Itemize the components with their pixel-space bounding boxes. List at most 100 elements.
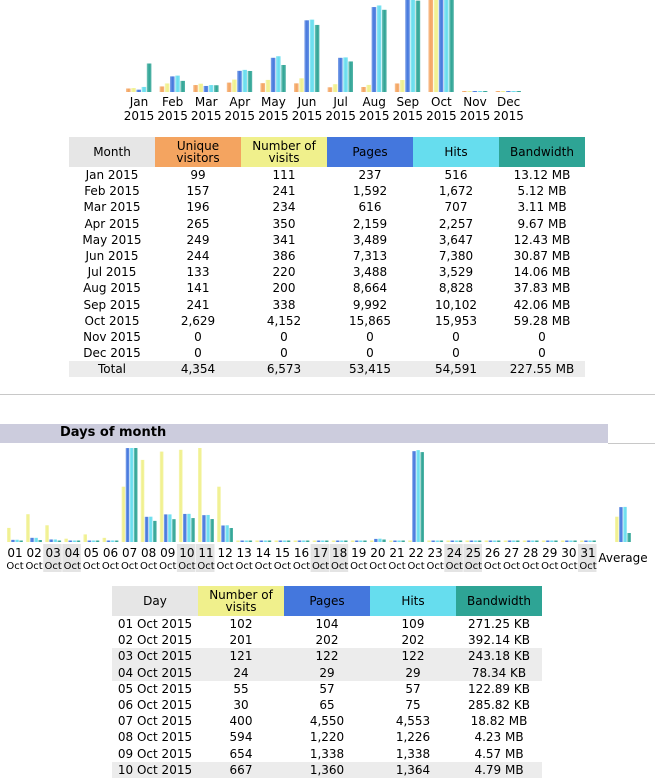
bar-number-of-visits-09 [159,451,164,542]
table-header-row: Day Number of visits Pages Hits Bandwidt… [112,586,542,616]
bar-pages-18 [335,540,340,542]
cell-visits: 0 [280,329,288,344]
cell-pages: 1,220 [309,730,345,745]
bar-hits-16 [301,540,306,542]
bar-hits-30 [569,540,573,542]
x-tick-day: 10 [179,546,194,560]
average-label: Average [598,551,647,565]
bar-bandwidth-22 [420,452,424,542]
x-tick-month: Oct [369,561,386,572]
bar-hits-13 [244,540,248,542]
x-tick-day: 18 [332,546,347,560]
x-tick-day: 21 [389,546,404,560]
x-tick-month: Oct [121,561,138,572]
cell-month: Jan 2015 [85,168,139,183]
cell-visitors: 157 [186,184,210,199]
col-header-pages: Pages [284,586,370,616]
weekend-label-bg [444,544,463,572]
cell-visits: 201 [229,633,253,648]
bar-hits-28 [530,540,535,542]
cell-pages: 4,550 [309,714,345,729]
bar-unique-visitors-mar-2015 [193,85,198,92]
cell-hits: 109 [401,617,425,632]
table-row: 06 Oct 2015 30 65 75 285.82 KB [112,697,542,713]
bar-hits-22 [416,450,420,542]
cell-pages: 9,992 [352,297,388,312]
col-header-bandwidth: Bandwidth [456,586,542,616]
bar-hits-26 [492,540,497,542]
cell-pages: 29 [284,664,370,681]
cell-hits: 202 [401,633,425,648]
cell-total-label: Total [69,361,155,378]
x-tick-month: Jun [297,95,317,109]
bar-bandwidth-nov-2015 [482,91,488,92]
table-row: 01 Oct 2015 102 104 109 271.25 KB [112,616,542,632]
bar-bandwidth-dec-2015 [516,91,521,92]
cell-visits: 200 [272,281,296,296]
x-tick-month: Oct [331,561,348,572]
cell-visitors: 265 [186,216,210,231]
bar-unique-visitors-sep-2015 [394,83,400,92]
table-row: Oct 2015 2,629 4,152 15,865 15,953 59.28 MB [69,313,585,329]
bar-pages-27 [507,540,512,542]
cell-bandwidth: 122.89 KB [468,681,530,696]
bar-bandwidth-04 [76,540,81,542]
weekend-label-bg [578,544,597,572]
x-tick-month: Dec [497,95,520,109]
cell-hits: 0 [452,346,460,361]
bar-pages-19 [354,540,359,542]
col-header-visits: Number of visits [198,586,284,616]
x-tick-year: 2015 [225,109,256,123]
x-tick-year: 2015 [460,109,491,123]
cell-day: 07 Oct 2015 [117,714,193,729]
bar-pages-may-2015 [270,57,276,92]
cell-bandwidth: 13.12 MB [513,168,571,183]
bar-number-of-visits-20 [369,540,374,542]
bar-hits-25 [473,540,478,542]
bar-number-of-visits-24 [446,540,450,542]
table-row: 02 Oct 2015 201 202 202 392.14 KB [112,632,542,648]
bar-number-of-visits-31 [580,540,584,542]
cell-visits: 386 [272,249,296,264]
cell-hits: 54,591 [413,361,499,378]
bar-pages-29 [545,540,550,542]
monthly-history-chart: Jan2015Feb2015Mar2015Apr2015May2015Jun20… [124,0,524,123]
x-tick-month: Aug [362,95,385,109]
weekend-label-bg [176,544,196,572]
cell-hits: 57 [405,681,421,696]
bar-number-of-visits-jan-2015 [131,88,136,92]
bar-bandwidth-09 [172,519,176,542]
cell-pages: 3,489 [352,232,388,247]
x-tick-year: 2015 [359,109,390,123]
cell-pages: 1,592 [352,184,388,199]
cell-month: Aug 2015 [83,281,141,296]
col-header-bandwidth: Bandwidth [499,137,585,167]
bar-pages-jan-2015 [136,89,141,92]
bar-hits-feb-2015 [175,75,180,92]
x-tick-year: 2015 [292,109,323,123]
x-tick-day: 03 [46,546,61,560]
cell-hits: 3,529 [438,265,474,280]
cell-visits: 594 [229,730,253,745]
section-divider-tail [608,443,655,444]
cell-bandwidth: 0 [538,329,546,344]
x-tick-month: Oct [255,561,272,572]
bar-hits-18 [339,540,344,542]
bar-unique-visitors-apr-2015 [226,82,232,92]
table-row: Aug 2015 141 200 8,664 8,828 37.83 MB [69,280,585,296]
cell-hits: 1,226 [395,730,431,745]
bar-bandwidth-20 [382,539,386,542]
x-tick-month: Jul [332,95,347,109]
bar-hits-mar-2015 [208,85,214,92]
cell-visitors: 4,354 [155,361,241,378]
bar-bandwidth-19 [363,540,367,542]
cell-visits: 102 [229,617,253,632]
bar-number-of-visits-mar-2015 [198,83,203,92]
bar-bandwidth-average [627,533,631,542]
cell-hits: 10,102 [435,297,477,312]
cell-day: 09 Oct 2015 [117,746,193,761]
bar-pages-25 [469,540,474,542]
bar-hits-02 [34,537,38,542]
bar-hits-sep-2015 [410,0,415,92]
days-of-month-chart: 01Oct02Oct03Oct04Oct05Oct06Oct07Oct08Oct… [6,448,648,572]
